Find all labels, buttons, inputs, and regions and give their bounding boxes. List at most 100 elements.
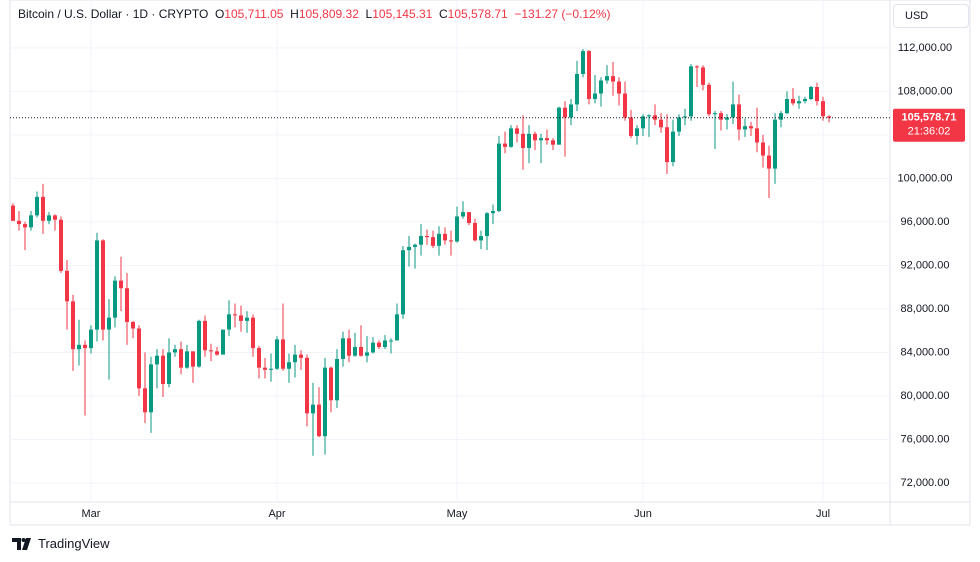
x-tick-label: Jun xyxy=(634,508,652,520)
candle-body xyxy=(209,350,213,352)
candle-body xyxy=(497,143,501,212)
chart: 72,000.00 76,000.00 80,000.00 84,000.00 88,0… xyxy=(9,0,971,526)
candle-body xyxy=(461,212,465,217)
brand-logo xyxy=(12,537,31,550)
candle-body xyxy=(389,340,393,342)
candle-body xyxy=(101,240,105,330)
axes: 72,000.00 76,000.00 80,000.00 84,000.00 88,0… xyxy=(10,42,965,520)
candle-body xyxy=(179,349,183,368)
candle-body xyxy=(341,338,345,359)
candle-body xyxy=(23,224,27,228)
candle-body xyxy=(563,107,567,118)
candle-body xyxy=(569,104,573,118)
chart-frame xyxy=(9,0,971,526)
x-tick-label: May xyxy=(447,508,468,520)
candle-body xyxy=(251,317,255,349)
candle-body xyxy=(707,84,711,115)
candle-body xyxy=(113,280,117,318)
candle-body xyxy=(797,101,801,104)
candle-body xyxy=(815,87,819,102)
candle-body xyxy=(551,140,555,145)
ohlc-label: O xyxy=(214,7,225,21)
candle-body xyxy=(17,220,21,225)
candle-body xyxy=(53,215,57,220)
candle-body xyxy=(353,346,357,356)
change: −131.27 (−0.12%) xyxy=(514,7,611,21)
last-price-tag xyxy=(893,108,965,142)
y-tick-label: 108,000.00 xyxy=(897,85,952,97)
candle-body xyxy=(47,215,51,221)
candle-body xyxy=(185,351,189,368)
y-tick-label: 80,000.00 xyxy=(901,390,950,402)
candle-body xyxy=(107,317,111,330)
candle-body xyxy=(791,98,795,104)
candle-body xyxy=(509,128,513,147)
candle-body xyxy=(695,66,699,68)
candle-body xyxy=(575,73,579,105)
y-tick-label: 96,000.00 xyxy=(901,216,950,228)
candle-body xyxy=(155,355,159,365)
ohlc-label: L xyxy=(365,7,373,21)
candle-body xyxy=(371,342,375,353)
countdown: 21:36:02 xyxy=(908,126,951,138)
candle-body xyxy=(479,236,483,241)
candle-body xyxy=(581,51,585,74)
candle-body xyxy=(173,349,177,353)
candle-body xyxy=(41,196,45,221)
x-tick-label: Jul xyxy=(816,508,830,520)
brand[interactable]: TradingView xyxy=(12,536,110,551)
candle-body xyxy=(557,107,561,145)
candle-body xyxy=(125,288,129,322)
candle-body xyxy=(401,250,405,315)
candle-body xyxy=(761,142,765,156)
candle-body xyxy=(11,205,15,221)
candle-body xyxy=(413,244,417,247)
candles xyxy=(11,48,831,456)
candle-body xyxy=(221,329,225,355)
candle-body xyxy=(725,117,729,120)
candle-body xyxy=(239,315,243,321)
candle-body xyxy=(425,236,429,238)
candle-body xyxy=(167,352,171,384)
candle-body xyxy=(293,354,297,363)
x-tick-label: Mar xyxy=(82,508,101,520)
candle-body xyxy=(263,367,267,370)
candle-body xyxy=(785,98,789,114)
candle-body xyxy=(641,116,645,129)
candle-body xyxy=(755,128,759,143)
candle-body xyxy=(83,344,87,349)
candle-body xyxy=(35,196,39,216)
currency-button[interactable]: USD xyxy=(893,4,969,28)
candle-body xyxy=(191,351,195,367)
candle-body xyxy=(383,340,387,347)
candle-body xyxy=(335,358,339,401)
candle-body xyxy=(71,301,75,350)
candle-body xyxy=(677,117,681,132)
candle-body xyxy=(131,321,135,329)
candle-body xyxy=(149,364,153,413)
ohlc-value: 105,711.05 xyxy=(224,7,284,21)
candle-body xyxy=(419,236,423,245)
candle-body xyxy=(803,98,807,102)
candle-body xyxy=(215,351,219,355)
candle-body xyxy=(647,115,651,117)
candle-body xyxy=(683,116,687,118)
candle-body xyxy=(449,240,453,242)
candle-body xyxy=(245,317,249,321)
candle-body xyxy=(89,329,93,349)
candle-body xyxy=(137,328,141,389)
candle-body xyxy=(329,367,333,401)
candle-body xyxy=(95,240,99,330)
ohlc-value: 105,145.31 xyxy=(372,7,433,21)
ohlc-label: H xyxy=(290,7,299,21)
candle-body xyxy=(65,270,69,302)
candle-body xyxy=(743,126,747,130)
candle-body xyxy=(521,133,525,148)
y-tick-label: 92,000.00 xyxy=(901,259,950,271)
candle-body xyxy=(587,51,591,99)
candle-body xyxy=(617,81,621,94)
y-tick-label: 88,000.00 xyxy=(901,303,950,315)
x-tick-label: Apr xyxy=(268,508,285,520)
candle-body xyxy=(323,367,327,437)
